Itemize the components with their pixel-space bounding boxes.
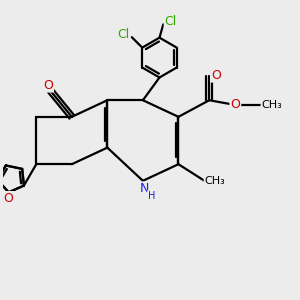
Text: N: N	[140, 182, 149, 195]
Text: O: O	[4, 192, 14, 205]
Text: O: O	[43, 79, 53, 92]
Text: Cl: Cl	[117, 28, 129, 41]
Text: CH₃: CH₃	[205, 176, 225, 186]
Text: H: H	[148, 191, 155, 201]
Text: CH₃: CH₃	[261, 100, 282, 110]
Text: Cl: Cl	[165, 15, 177, 28]
Text: O: O	[211, 69, 221, 82]
Text: O: O	[230, 98, 240, 112]
